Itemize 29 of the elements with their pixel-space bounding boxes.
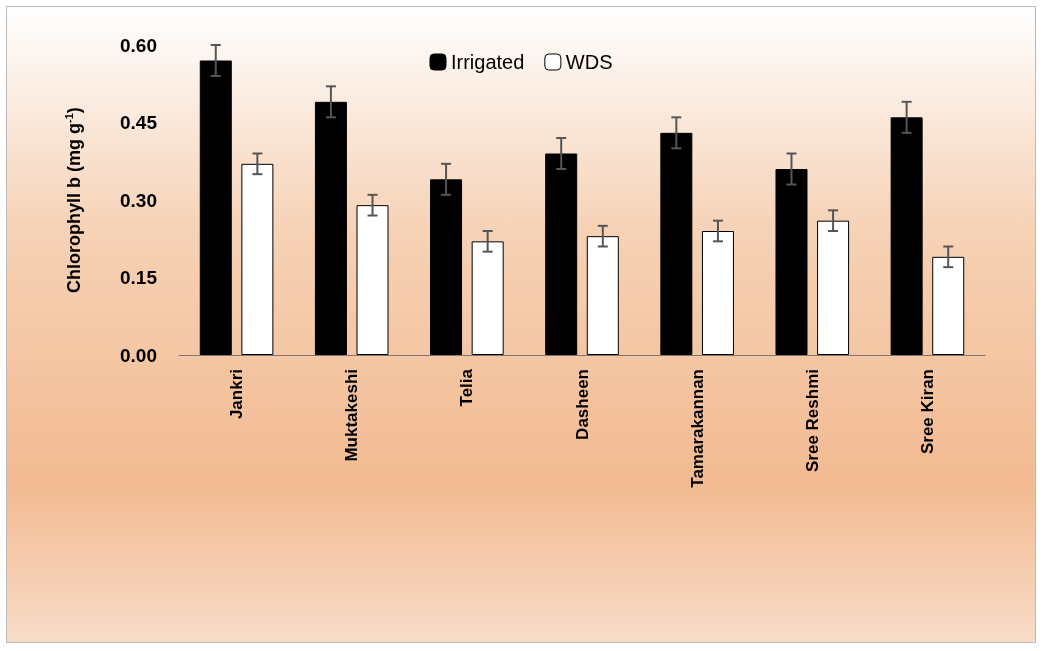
legend-label: Irrigated — [450, 51, 525, 73]
bar — [241, 163, 274, 355]
y-axis-title: Chlorophyll b (mg g-1) — [62, 107, 84, 293]
bar — [545, 153, 578, 355]
bar — [817, 220, 850, 355]
bar — [199, 60, 232, 355]
x-tick-label: Tamarakannan — [687, 369, 707, 488]
y-tick-label: 0.30 — [120, 189, 157, 211]
bar — [775, 169, 808, 355]
bar — [890, 117, 923, 355]
bar — [314, 101, 347, 355]
x-tick-label: Muktakeshi — [342, 369, 362, 462]
bar — [660, 132, 693, 355]
x-tick-label: Telia — [457, 368, 477, 407]
legend-label: WDS — [565, 51, 613, 73]
x-tick-label: Dasheen — [572, 369, 592, 440]
bar — [356, 205, 389, 355]
y-tick-label: 0.45 — [120, 112, 158, 133]
bar — [701, 231, 734, 355]
y-tick-label: 0.00 — [120, 344, 157, 366]
y-tick-label: 0.15 — [120, 267, 158, 288]
x-tick-label: Jankri — [227, 369, 247, 420]
bar — [932, 256, 965, 355]
x-tick-label: Sree Reshmi — [802, 369, 822, 472]
bar — [471, 241, 504, 355]
x-tick-label: Sree Kiran — [917, 369, 937, 455]
bar — [586, 236, 619, 355]
bar — [430, 179, 463, 355]
y-tick-label: 0.60 — [120, 34, 157, 56]
